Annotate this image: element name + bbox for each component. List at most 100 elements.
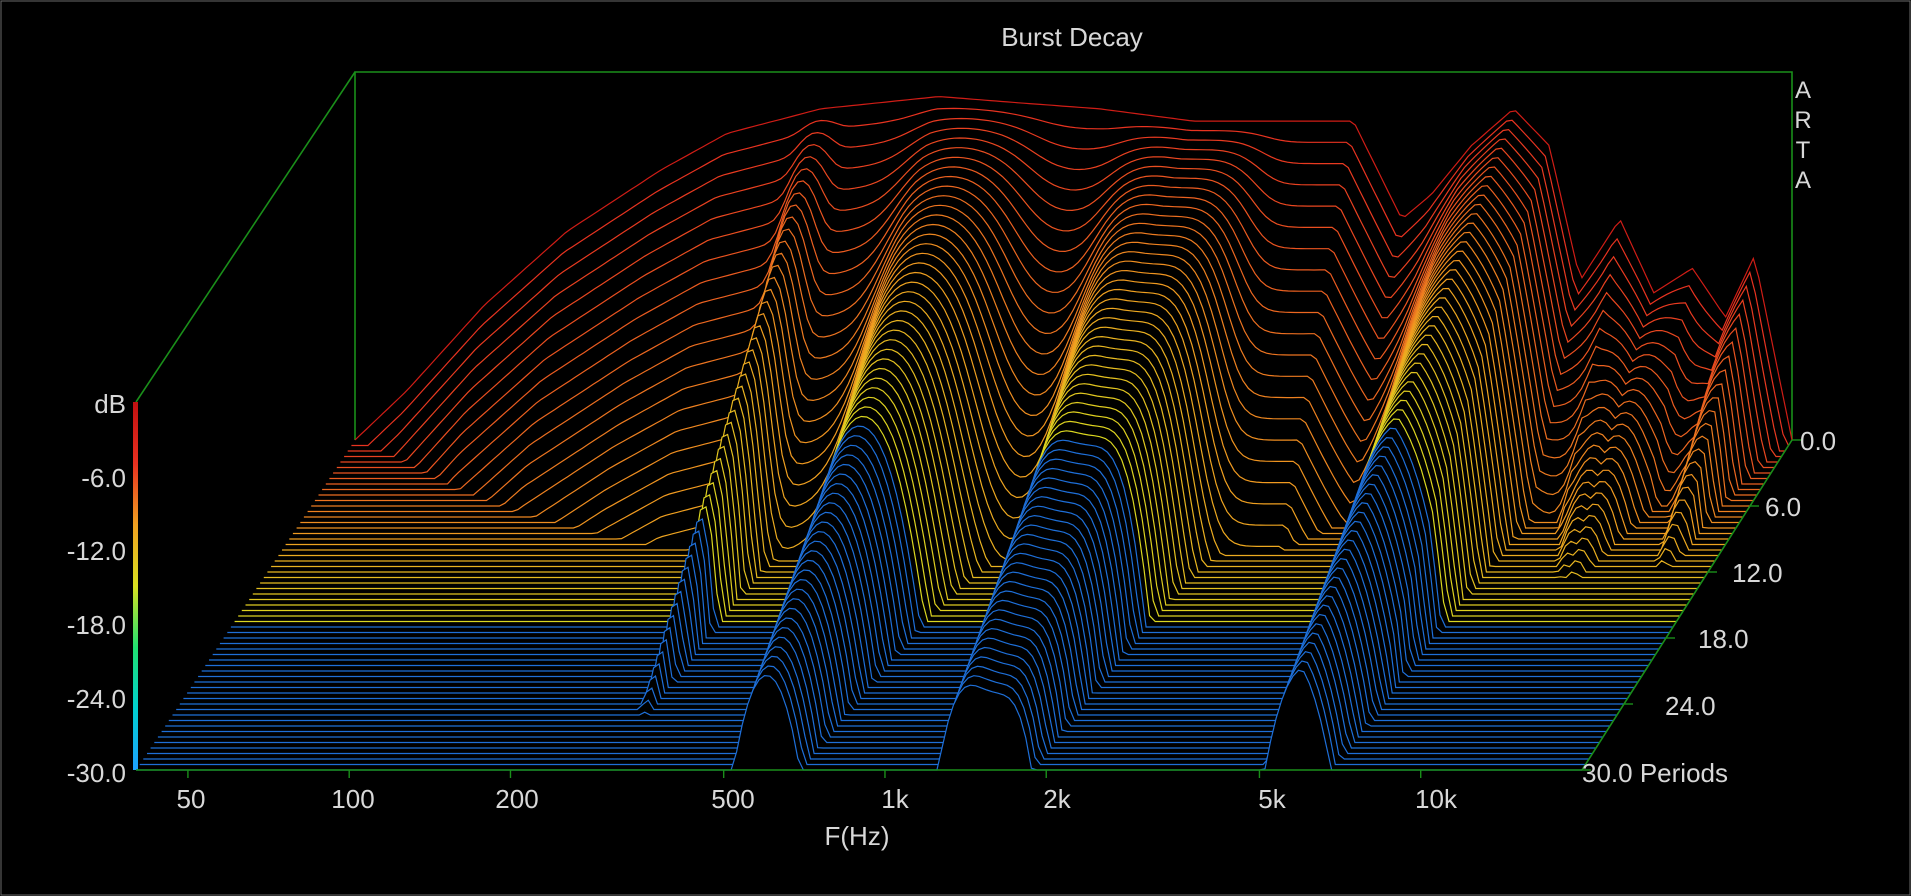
decay-slice-line bbox=[292, 262, 1733, 535]
left-top-edge bbox=[135, 71, 356, 403]
y-tick-label: 18.0 bbox=[1698, 624, 1749, 654]
decay-slice-line bbox=[230, 425, 1673, 628]
decay-slice-line bbox=[278, 300, 1719, 557]
decay-slice-line bbox=[347, 117, 1785, 452]
decay-slice-line bbox=[322, 185, 1761, 491]
decay-slice-line bbox=[329, 166, 1768, 480]
decay-slice-line bbox=[198, 511, 1642, 678]
decay-slice-line bbox=[150, 632, 1596, 749]
decay-slice-line bbox=[271, 319, 1712, 568]
decay-slice-line bbox=[139, 660, 1586, 766]
y-tick-label: 6.0 bbox=[1765, 492, 1801, 522]
decay-slice-line bbox=[307, 223, 1747, 513]
y-tick-label: 0.0 bbox=[1800, 426, 1836, 456]
decay-slice-line bbox=[143, 651, 1589, 760]
decay-slice-line bbox=[252, 367, 1694, 595]
back-box-frame bbox=[135, 71, 1793, 440]
decay-slice-line bbox=[314, 204, 1754, 502]
decay-slice-line bbox=[318, 195, 1757, 496]
decay-slice-line bbox=[238, 406, 1680, 617]
decay-slice-line bbox=[351, 107, 1790, 447]
decay-slice-line bbox=[157, 613, 1603, 738]
decay-slice-line bbox=[340, 137, 1778, 463]
decay-slice-line bbox=[187, 539, 1631, 694]
db-colorbar bbox=[133, 402, 138, 770]
x-tick-label: 500 bbox=[711, 784, 754, 814]
y-axis-ticks: 0.0 6.0 12.0 18.0 24.0 30.0 Periods bbox=[1582, 426, 1836, 788]
decay-slice-line bbox=[311, 214, 1750, 507]
decay-slice-line bbox=[282, 291, 1722, 551]
decay-slice-line bbox=[354, 96, 1793, 441]
decay-slice-line bbox=[179, 557, 1624, 705]
decay-slice-line bbox=[183, 548, 1628, 700]
decay-slice-line bbox=[176, 567, 1621, 711]
arta-watermark: A R T A bbox=[1794, 77, 1811, 194]
z-axis-label: dB bbox=[94, 389, 126, 419]
front-box-frame bbox=[136, 439, 1801, 778]
watermark-letter: A bbox=[1795, 167, 1811, 194]
decay-slice-line bbox=[256, 358, 1698, 590]
decay-slice-line bbox=[194, 520, 1638, 683]
decay-slice-line bbox=[267, 329, 1708, 573]
watermark-letter: A bbox=[1795, 77, 1811, 104]
decay-slice-line bbox=[190, 530, 1635, 689]
z-tick-label: -6.0 bbox=[81, 463, 126, 493]
decay-slice-line bbox=[263, 339, 1705, 579]
back-wall bbox=[354, 71, 1793, 440]
decay-slice-line bbox=[300, 243, 1740, 524]
x-tick-label: 5k bbox=[1258, 784, 1286, 814]
x-tick-label: 1k bbox=[881, 784, 909, 814]
decay-slice-line bbox=[249, 377, 1691, 601]
decay-slice-line bbox=[154, 623, 1600, 744]
x-axis-label: F(Hz) bbox=[825, 821, 890, 851]
decay-slice-line bbox=[285, 281, 1726, 546]
decay-slice-line bbox=[161, 604, 1607, 733]
decay-slice-line bbox=[168, 585, 1614, 722]
decay-slice-line bbox=[325, 175, 1764, 485]
decay-slice-line bbox=[201, 502, 1645, 672]
decay-slice-line bbox=[223, 444, 1666, 639]
x-tick-label: 100 bbox=[331, 784, 374, 814]
y-tick-label: 30.0 Periods bbox=[1582, 758, 1728, 788]
y-tick-label: 12.0 bbox=[1732, 558, 1783, 588]
chart-title: Burst Decay bbox=[1001, 22, 1143, 52]
decay-slice-line bbox=[147, 641, 1593, 755]
x-tick-label: 10k bbox=[1415, 784, 1458, 814]
decay-slice-line bbox=[234, 415, 1677, 623]
decay-slice-line bbox=[205, 492, 1649, 667]
decay-slice-line bbox=[344, 127, 1782, 458]
decay-slice-line bbox=[165, 595, 1610, 727]
z-axis-ticks: -6.0 -12.0 -18.0 -24.0 -30.0 bbox=[67, 463, 126, 788]
x-tick-label: 2k bbox=[1043, 784, 1071, 814]
y-tick-label: 24.0 bbox=[1665, 691, 1716, 721]
decay-slice-line bbox=[303, 233, 1743, 518]
decay-slice-line bbox=[227, 435, 1670, 634]
decay-slice-line bbox=[289, 271, 1729, 540]
right-base-edge bbox=[1581, 439, 1793, 771]
x-tick-label: 200 bbox=[495, 784, 538, 814]
watermark-letter: T bbox=[1796, 137, 1811, 164]
decay-slice-line bbox=[219, 454, 1663, 645]
decay-slice-line bbox=[241, 396, 1684, 612]
decay-slice-line bbox=[296, 252, 1736, 529]
watermark-letter: R bbox=[1794, 107, 1811, 134]
z-tick-label: -30.0 bbox=[67, 758, 126, 788]
colorbar-strip bbox=[133, 402, 138, 770]
decay-slice-line bbox=[333, 156, 1771, 474]
waterfall-slices bbox=[136, 96, 1793, 771]
decay-slice-line bbox=[216, 463, 1659, 650]
z-tick-label: -18.0 bbox=[67, 610, 126, 640]
decay-slice-line bbox=[245, 387, 1687, 606]
decay-slice-line bbox=[172, 576, 1617, 716]
decay-slice-line bbox=[336, 147, 1775, 469]
decay-slice-line bbox=[212, 473, 1656, 656]
z-tick-label: -12.0 bbox=[67, 536, 126, 566]
decay-slice-line bbox=[209, 482, 1652, 661]
decay-slice-line bbox=[260, 348, 1701, 584]
x-axis-ticks: 50 100 200 500 1k 2k 5k 10k bbox=[177, 784, 1458, 814]
x-tick-label: 50 bbox=[177, 784, 206, 814]
decay-slice-line bbox=[274, 310, 1715, 562]
z-tick-label: -24.0 bbox=[67, 684, 126, 714]
